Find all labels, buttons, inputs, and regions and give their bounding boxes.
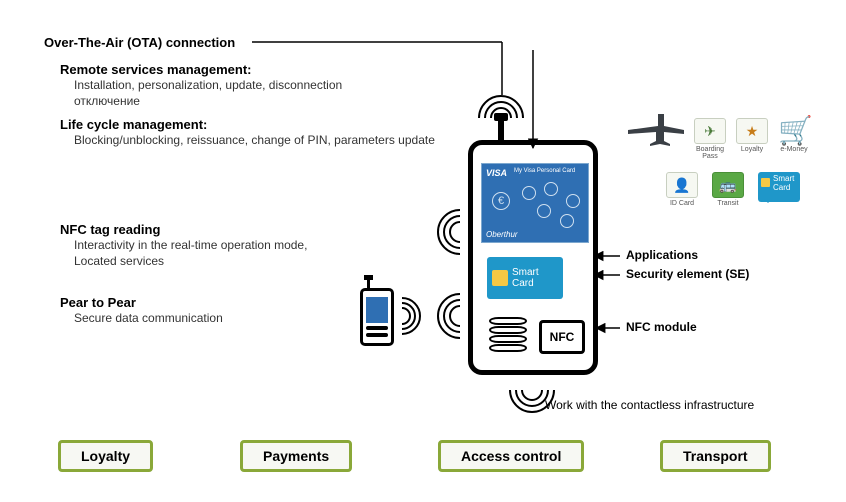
- applications-label: Applications: [626, 248, 698, 262]
- loyalty-label: Loyalty: [732, 146, 772, 153]
- screen-decor-icon: [566, 194, 580, 208]
- ota-title: Over-The-Air (OTA) connection: [44, 35, 454, 50]
- remote-line-1: отключение: [60, 93, 470, 109]
- screen-brand: Oberthur: [486, 230, 518, 239]
- category-label: Access control: [461, 448, 561, 464]
- life-section: Life cycle management: Blocking/unblocki…: [60, 117, 470, 148]
- miniphone-key-icon: [366, 326, 388, 330]
- smartcard-icon: SmartCard: [487, 257, 563, 299]
- visa-subtext: My Visa Personal Card: [514, 168, 575, 174]
- phone-screen: VISA My Visa Personal Card € Oberthur: [481, 163, 589, 243]
- nfc-chip-icon: NFC: [539, 320, 585, 354]
- nfc-module-label: NFC module: [626, 320, 697, 334]
- remote-title: Remote services management:: [60, 62, 470, 77]
- phone-icon: VISA My Visa Personal Card € Oberthur Sm…: [468, 140, 598, 375]
- nfctag-line-1: Located services: [60, 253, 440, 269]
- coil-icon: [489, 335, 527, 343]
- smartcard-service-icon: SmartCard: [758, 172, 800, 202]
- category-transport: Transport: [660, 440, 771, 472]
- category-loyalty: Loyalty: [58, 440, 153, 472]
- miniphone-icon: [360, 288, 394, 346]
- nfctag-section: NFC tag reading Interactivity in the rea…: [60, 222, 440, 269]
- coil-icon: [489, 317, 527, 325]
- boardingpass-icon: ✈: [694, 118, 726, 144]
- ota-section: Over-The-Air (OTA) connection: [44, 35, 454, 50]
- idcard-label: ID Card: [662, 200, 702, 207]
- screen-decor-icon: [537, 204, 551, 218]
- life-title: Life cycle management:: [60, 117, 470, 132]
- contactless-label: Work with the contactless infrastructure: [545, 398, 754, 412]
- miniphone-key-icon: [366, 333, 388, 337]
- remote-section: Remote services management: Installation…: [60, 62, 470, 109]
- life-line-0: Blocking/unblocking, reissuance, change …: [60, 132, 470, 148]
- loyalty-icon: ★: [736, 118, 768, 144]
- emoney-label: e-Money: [774, 146, 814, 153]
- transit-label: Transit: [708, 200, 748, 207]
- miniphone-screen: [366, 297, 388, 323]
- security-element-label: Security element (SE): [626, 267, 749, 281]
- coil-icon: [489, 326, 527, 334]
- category-payments: Payments: [240, 440, 352, 472]
- visa-logo: VISA: [486, 168, 507, 178]
- smartcard-text: SmartCard: [512, 267, 539, 289]
- category-label: Transport: [683, 448, 748, 464]
- nfctag-title: NFC tag reading: [60, 222, 440, 237]
- emoney-icon: 🛒: [778, 114, 813, 147]
- chip-icon: [761, 178, 770, 187]
- euro-icon: €: [492, 192, 510, 210]
- remote-line-0: Installation, personalization, update, d…: [60, 77, 470, 93]
- transit-icon: 🚌: [712, 172, 744, 198]
- screen-decor-icon: [544, 182, 558, 196]
- category-label: Payments: [263, 448, 329, 464]
- category-label: Loyalty: [81, 448, 130, 464]
- category-access: Access control: [438, 440, 584, 472]
- screen-decor-icon: [522, 186, 536, 200]
- boardingpass-label: Boarding Pass: [690, 146, 730, 160]
- coil-icon: [489, 344, 527, 352]
- idcard-icon: 👤: [666, 172, 698, 198]
- nfctag-line-0: Interactivity in the real-time operation…: [60, 237, 440, 253]
- screen-decor-icon: [560, 214, 574, 228]
- phone-antenna-icon: [498, 119, 504, 141]
- airplane-icon: [624, 108, 688, 148]
- chip-icon: [492, 270, 508, 286]
